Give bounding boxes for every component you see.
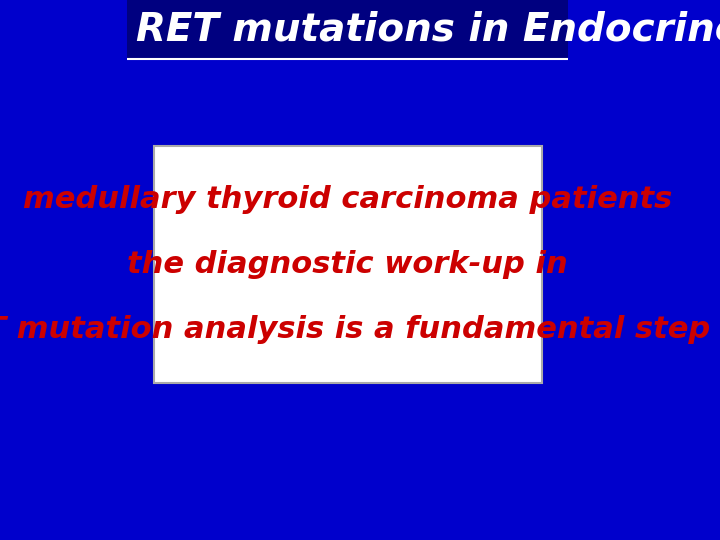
- FancyBboxPatch shape: [127, 0, 568, 59]
- Text: RET mutation analysis is a fundamental step in: RET mutation analysis is a fundamental s…: [0, 315, 720, 344]
- Text: medullary thyroid carcinoma patients: medullary thyroid carcinoma patients: [23, 185, 672, 214]
- FancyBboxPatch shape: [153, 146, 541, 383]
- Text: RET mutations in Endocrinology: RET mutations in Endocrinology: [136, 11, 720, 49]
- Text: the diagnostic work-up in: the diagnostic work-up in: [127, 250, 568, 279]
